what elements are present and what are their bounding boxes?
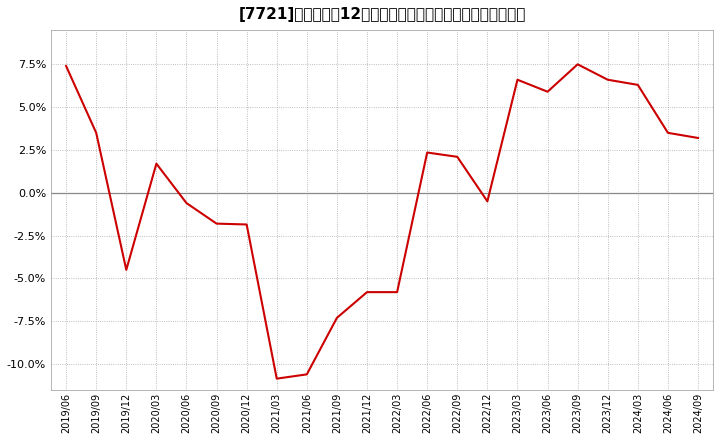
Title: [7721]　売上高の12か月移動合計の対前年同期増減率の推移: [7721] 売上高の12か月移動合計の対前年同期増減率の推移 bbox=[238, 7, 526, 22]
